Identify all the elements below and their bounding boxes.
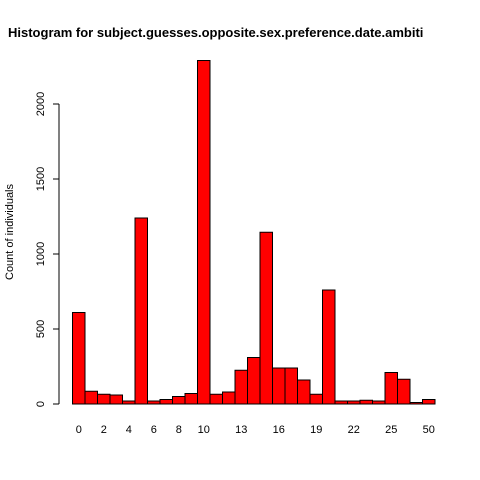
histogram-bar (197, 60, 211, 405)
histogram-bar (209, 393, 223, 405)
histogram-bar (72, 312, 86, 405)
histogram-bar (172, 396, 186, 405)
y-axis-label: Count of individuals (4, 184, 16, 281)
histogram-bar (234, 369, 248, 405)
histogram-bar (84, 390, 98, 405)
y-tick-label: 0 (35, 401, 47, 407)
x-tick-label: 19 (310, 424, 322, 436)
histogram-bar (122, 400, 136, 405)
histogram-bar (409, 402, 423, 405)
histogram-bar (334, 400, 348, 405)
histogram-bar (272, 367, 286, 405)
x-tick-label: 10 (198, 424, 210, 436)
histogram-bar (284, 367, 298, 405)
histogram-bar (159, 399, 173, 405)
y-tick-label: 500 (35, 320, 47, 338)
histogram-bar (347, 400, 361, 405)
y-tick-label: 2000 (35, 92, 47, 116)
x-tick-label: 50 (423, 424, 435, 436)
x-tick-label: 4 (126, 424, 132, 436)
x-tick-label: 0 (76, 424, 82, 436)
x-tick-label: 25 (385, 424, 397, 436)
histogram-bar (259, 231, 273, 405)
histogram-bar (384, 372, 398, 405)
x-tick-label: 22 (348, 424, 360, 436)
histogram-bar (397, 378, 411, 405)
chart-title: Histogram for subject.guesses.opposite.s… (8, 25, 423, 40)
bars-group (72, 60, 436, 405)
histogram-bar (147, 400, 161, 405)
y-axis: 0 500 1000 1500 2000 (35, 92, 60, 407)
histogram-bar (222, 391, 236, 405)
histogram-bar (297, 379, 311, 405)
x-tick-label: 16 (273, 424, 285, 436)
histogram-bar (97, 393, 111, 405)
histogram-bar (322, 289, 336, 405)
x-tick-label: 8 (176, 424, 182, 436)
histogram-bar (184, 393, 198, 405)
x-tick-label: 13 (235, 424, 247, 436)
histogram-bar (359, 399, 373, 405)
histogram-bar (134, 217, 148, 405)
y-tick-label: 1000 (35, 242, 47, 266)
y-tick-label: 1500 (35, 167, 47, 191)
histogram-bar (422, 399, 436, 405)
histogram-bar (109, 394, 123, 405)
x-tick-label: 2 (101, 424, 107, 436)
histogram-bar (372, 400, 386, 405)
x-axis: 0 2 4 6 8 10 13 16 19 22 25 50 (76, 424, 435, 436)
histogram-bar (247, 357, 261, 405)
x-tick-label: 6 (151, 424, 157, 436)
histogram-bar (309, 393, 323, 405)
